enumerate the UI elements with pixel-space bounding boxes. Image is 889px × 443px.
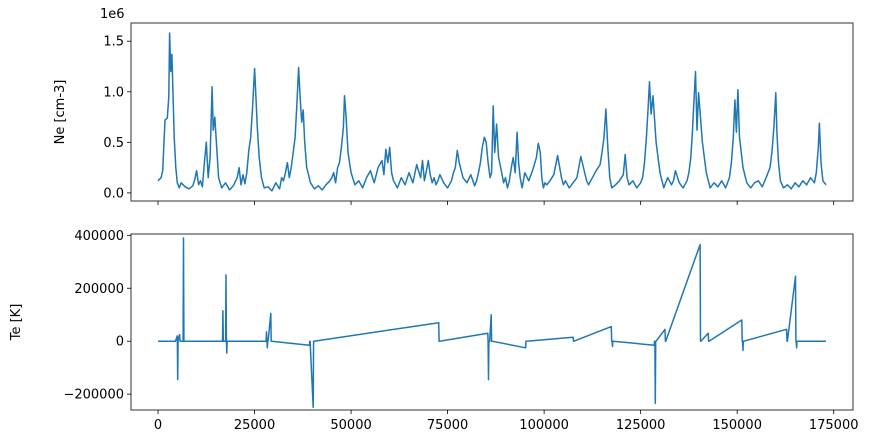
chart-1-xtick-label-5: 125000: [616, 418, 666, 433]
chart-0-series-line-0: [157, 32, 827, 192]
chart-1-axes-frame: [130, 233, 854, 411]
ne-panel: 0.0 0.5 1.0 1.5 Ne [cm-3] 1e6: [53, 7, 854, 205]
chart-0-ytick-label-0: 0.0: [103, 186, 124, 201]
chart-1-ylabel: Te [K]: [9, 304, 24, 342]
chart-0-ytick-label-3: 1.5: [103, 35, 124, 50]
chart-1-xtick-label-2: 50000: [330, 418, 371, 433]
chart-0-offset-label: 1e6: [100, 7, 125, 22]
chart-0-axes-frame: [130, 22, 854, 202]
chart-0-ylabel: Ne [cm-3]: [53, 80, 68, 145]
chart-1-ytick-label-2: 200000: [74, 282, 124, 297]
chart-1-xtick-label-6: 150000: [712, 418, 762, 433]
chart-1-xtick-label-7: 175000: [809, 418, 859, 433]
chart-1-xtick-label-0: 0: [154, 418, 162, 433]
chart-1-ytick-label-1: 0: [116, 335, 124, 350]
chart-0-ytick-label-2: 1.0: [103, 85, 124, 100]
chart-0-ytick-label-1: 0.5: [103, 136, 124, 151]
chart-1-ytick-label-3: 400000: [74, 229, 124, 244]
chart-1-series-line-0: [158, 237, 826, 409]
chart-1-xtick-label-3: 75000: [427, 418, 468, 433]
chart-1-xtick-label-4: 100000: [519, 418, 569, 433]
te-panel: −200000 0 200000 400000 0 25000 50000 75000 1000…: [9, 229, 859, 433]
chart-1-ytick-label-0: −200000: [63, 388, 124, 403]
chart-1-xtick-label-1: 25000: [234, 418, 275, 433]
